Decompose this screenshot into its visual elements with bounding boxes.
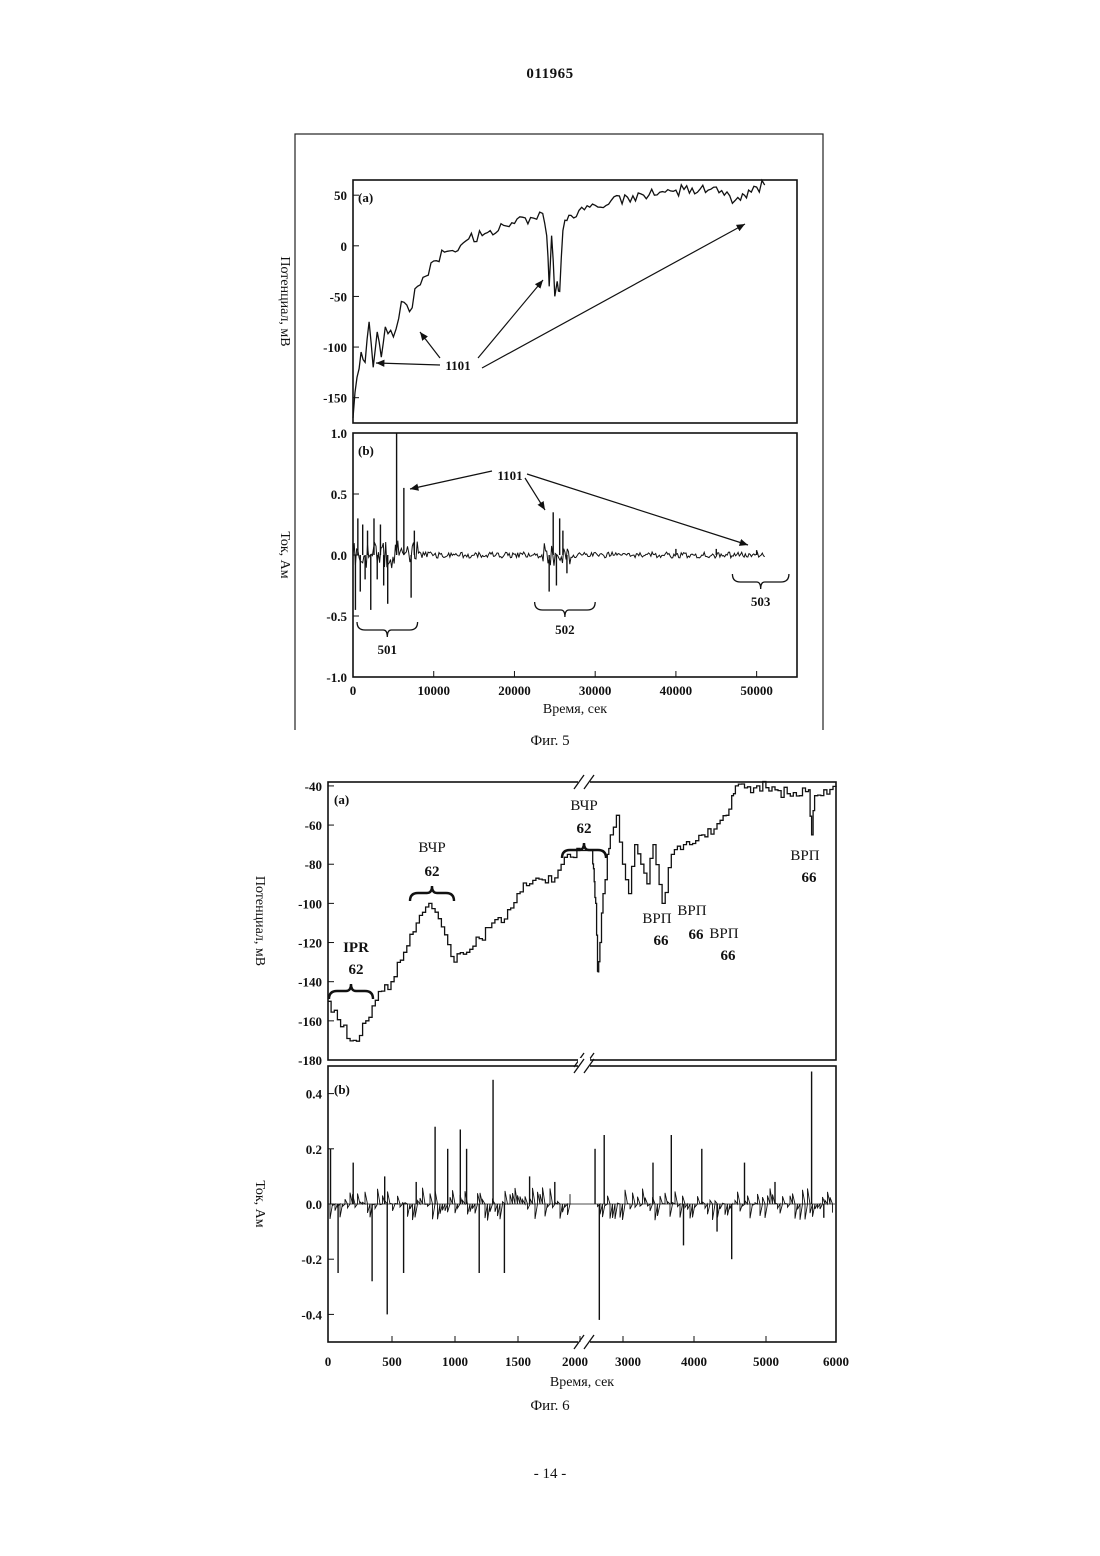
fig5b-bracket (732, 574, 789, 589)
fig6-x-axis-label: Время, сек (550, 1375, 614, 1390)
y-tick-label: 1.0 (331, 426, 347, 441)
y-tick-label: -140 (298, 975, 322, 990)
x-tick-label: 4000 (681, 1354, 707, 1369)
x-tick-label: 20000 (498, 683, 531, 698)
y-tick-label: -40 (305, 779, 322, 794)
fig5-y-axis-label-a: Потенциал, мВ (277, 256, 292, 346)
x-tick-label: 2000 (562, 1354, 588, 1369)
fig5b-bracket-label: 501 (378, 642, 398, 657)
fig6a-annotation-label: ВРП (790, 848, 819, 864)
fig5a-annotation-1101: 1101 (445, 358, 470, 373)
fig6a-potential-series (598, 782, 837, 972)
y-tick-label: -0.4 (301, 1307, 322, 1322)
fig5-y-axis-label-b: Ток, Ам (277, 531, 292, 578)
fig6a-annotation-label: ВРП (709, 926, 738, 942)
axis-break-gap (578, 774, 590, 790)
figure-5-frame (295, 134, 823, 730)
y-tick-label: -0.5 (326, 609, 347, 624)
fig6a-annotation-value: 66 (689, 927, 705, 943)
x-tick-label: 6000 (823, 1354, 849, 1369)
fig5b-bracket-label: 502 (555, 622, 575, 637)
fig6-y-axis-label-b: Ток, Ам (252, 1180, 267, 1227)
x-tick-label: 30000 (579, 683, 612, 698)
y-tick-label: -150 (323, 391, 347, 406)
page-number-top: 011965 (0, 66, 1100, 83)
fig6a-annotation-label: ВЧР (570, 798, 597, 814)
fig6-y-axis-label-a: Потенциал, мВ (252, 876, 267, 966)
y-tick-label: 50 (334, 188, 347, 203)
fig6a-annotation-label: ВРП (677, 903, 706, 919)
page-footer: - 14 - (0, 1466, 1100, 1483)
fig5b-bracket-label: 503 (751, 594, 771, 609)
fig5b-annotation-arrow (410, 471, 492, 489)
figure-5-caption: Фиг. 5 (0, 733, 1100, 750)
x-tick-label: 1000 (442, 1354, 468, 1369)
y-tick-label: 0.0 (331, 548, 347, 563)
y-tick-label: 0.5 (331, 487, 348, 502)
fig6a-annotation-value: 66 (721, 948, 737, 964)
fig5b-annotation-arrow (525, 478, 545, 510)
fig6a-annotation-value: 66 (654, 933, 670, 949)
fig6a-annotation-value: 62 (425, 864, 440, 880)
fig6a-annotation-value: 62 (577, 821, 592, 837)
y-tick-label: -80 (305, 857, 322, 872)
fig5b-bracket (357, 622, 418, 637)
y-tick-label: -0.2 (301, 1252, 322, 1267)
figure-6-caption: Фиг. 6 (0, 1398, 1100, 1415)
y-tick-label: 0.0 (306, 1197, 322, 1212)
x-tick-label: 40000 (660, 683, 693, 698)
fig6a-annotation-label: IPR (343, 940, 369, 956)
x-tick-label: 500 (382, 1354, 402, 1369)
y-tick-label: -60 (305, 818, 322, 833)
fig6a-annotation-label: ВРП (642, 911, 671, 927)
x-tick-label: 3000 (615, 1354, 641, 1369)
figure-6: (a) (b) -40 -60 -80 -100 -120 -140 -160 -180 0.4 0.… (0, 770, 1100, 1395)
fig5a-annotation-arrow (420, 332, 440, 358)
fig5b-annotation-1101: 1101 (497, 468, 522, 483)
fig5a-annotation-arrow (482, 224, 745, 368)
y-tick-label: -1.0 (326, 670, 347, 685)
y-tick-label: -120 (298, 936, 322, 951)
fig6-panel-a-label: (a) (334, 792, 349, 807)
y-tick-label: 0.4 (306, 1087, 323, 1102)
x-tick-label: 10000 (417, 683, 450, 698)
x-tick-label: 1500 (505, 1354, 531, 1369)
x-tick-label: 50000 (740, 683, 773, 698)
fig5-panel-a-frame (353, 180, 797, 423)
fig6a-vchr-bracket (410, 886, 454, 901)
y-tick-label: -100 (298, 896, 322, 911)
fig6a-annotation-label: ВЧР (418, 840, 445, 856)
x-tick-label: 5000 (753, 1354, 779, 1369)
axis-break-gap (578, 1058, 590, 1074)
fig5-x-axis-label: Время, сек (543, 702, 607, 717)
fig5a-annotation-arrow (376, 363, 440, 365)
y-tick-label: -180 (298, 1053, 322, 1068)
fig5a-annotation-arrow (478, 280, 543, 358)
y-tick-label: -160 (298, 1014, 322, 1029)
fig5b-bracket (535, 602, 596, 617)
y-tick-label: -100 (323, 340, 347, 355)
fig6a-ipr-bracket (329, 984, 373, 999)
figure-5: (a)(b)500-50-100-1501.00.50.0-0.5-1.0010… (0, 120, 1100, 730)
fig6-panel-b-label: (b) (334, 1082, 350, 1097)
y-tick-label: 0.2 (306, 1142, 322, 1157)
x-tick-label: 0 (350, 683, 357, 698)
fig6a-annotation-value: 66 (802, 870, 818, 886)
y-tick-label: 0 (341, 239, 348, 254)
fig5a-potential-series (353, 180, 765, 418)
y-tick-label: -50 (330, 289, 347, 304)
x-tick-label: 0 (325, 1354, 332, 1369)
fig6a-annotation-value: 62 (349, 962, 364, 978)
fig5-panel-a-label: (a) (358, 190, 373, 205)
fig5-panel-b-label: (b) (358, 443, 374, 458)
